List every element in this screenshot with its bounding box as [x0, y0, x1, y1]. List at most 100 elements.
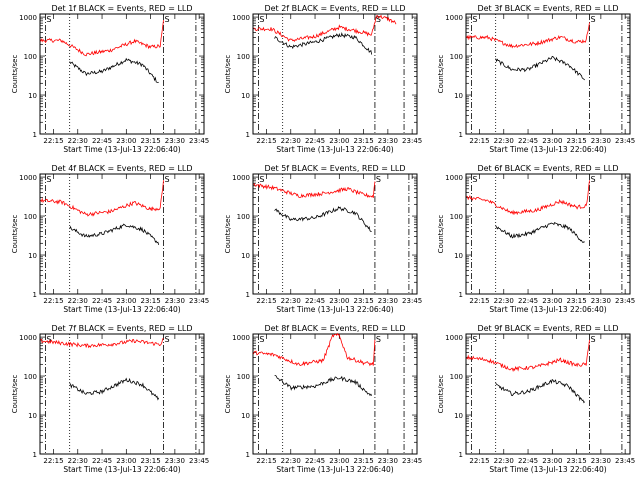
- chart-title: Det 8f BLACK = Events, RED = LLD: [264, 324, 405, 333]
- x-tick-label: 23:15: [566, 137, 586, 145]
- x-tick-label: 22:45: [92, 297, 112, 305]
- events-series-line: [495, 221, 585, 244]
- x-tick-label: 23:30: [165, 297, 185, 305]
- events-series-line: [69, 57, 159, 83]
- x-tick-label: 23:15: [353, 457, 373, 465]
- y-tick-label: 100: [24, 53, 37, 61]
- x-axis-label: Start Time (13-Jul-13 22:06:40): [489, 465, 606, 474]
- plot-frame: [39, 173, 205, 295]
- x-tick-label: 23:45: [615, 457, 635, 465]
- x-tick-label: 23:00: [329, 137, 349, 145]
- x-tick-label: 22:30: [281, 137, 301, 145]
- x-tick-label: 23:15: [353, 137, 373, 145]
- y-tick-label: 1000: [19, 334, 37, 342]
- x-tick-label: 23:30: [378, 297, 398, 305]
- y-axis-label: Counts/sec: [224, 215, 232, 254]
- lld-series-line: [253, 332, 376, 367]
- y-tick-label: 1000: [232, 174, 250, 182]
- y-tick-label: 1000: [19, 174, 37, 182]
- x-tick-label: 22:45: [305, 137, 325, 145]
- y-tick-label: 1: [33, 451, 37, 459]
- x-tick-label: 22:15: [43, 297, 63, 305]
- y-tick-label: 10: [454, 252, 463, 260]
- x-tick-label: 23:00: [542, 137, 562, 145]
- events-series-line: [69, 377, 160, 401]
- x-axis-label: Start Time (13-Jul-13 22:06:40): [276, 145, 393, 154]
- x-tick-label: 22:30: [68, 297, 88, 305]
- x-axis-label: Start Time (13-Jul-13 22:06:40): [489, 145, 606, 154]
- saa-marker: S: [472, 175, 477, 184]
- x-tick-label: 23:00: [116, 297, 136, 305]
- x-tick-label: 22:30: [494, 297, 514, 305]
- y-tick-label: 1000: [445, 14, 463, 22]
- chart-title: Det 1f BLACK = Events, RED = LLD: [51, 4, 192, 13]
- chart-title: Det 9f BLACK = Events, RED = LLD: [477, 324, 618, 333]
- x-tick-label: 22:15: [469, 297, 489, 305]
- x-tick-label: 23:15: [140, 297, 160, 305]
- y-tick-label: 100: [237, 53, 250, 61]
- x-tick-label: 23:15: [140, 137, 160, 145]
- saa-marker: S: [46, 175, 51, 184]
- saa-marker: S: [591, 335, 596, 344]
- x-tick-label: 23:45: [615, 297, 635, 305]
- events-series-line: [495, 378, 586, 404]
- chart-title: Det 3f BLACK = Events, RED = LLD: [477, 4, 618, 13]
- chart-title: Det 2f BLACK = Events, RED = LLD: [264, 4, 405, 13]
- chart-panel-3: Det 3f BLACK = Events, RED = LLD 1 10 100 10…: [437, 4, 635, 154]
- x-tick-label: 22:30: [494, 457, 514, 465]
- y-tick-label: 1000: [445, 334, 463, 342]
- chart-title: Det 7f BLACK = Events, RED = LLD: [51, 324, 192, 333]
- saa-marker: S: [259, 15, 264, 24]
- x-tick-label: 22:45: [518, 137, 538, 145]
- x-tick-label: 23:30: [165, 137, 185, 145]
- x-tick-label: 22:45: [518, 457, 538, 465]
- x-tick-label: 23:45: [402, 297, 422, 305]
- chart-title: Det 6f BLACK = Events, RED = LLD: [477, 164, 618, 173]
- saa-marker: S: [376, 175, 381, 184]
- y-tick-label: 10: [241, 92, 250, 100]
- y-tick-label: 100: [237, 373, 250, 381]
- y-tick-label: 100: [450, 213, 463, 221]
- chart-panel-6: Det 6f BLACK = Events, RED = LLD 1 10 100 10…: [437, 164, 635, 314]
- saa-marker: S: [165, 335, 170, 344]
- x-axis-label: Start Time (13-Jul-13 22:06:40): [63, 305, 180, 314]
- plot-frame: [465, 173, 631, 295]
- x-tick-label: 23:45: [402, 457, 422, 465]
- x-tick-label: 23:45: [189, 457, 209, 465]
- saa-marker: S: [376, 335, 381, 344]
- y-tick-label: 100: [24, 213, 37, 221]
- x-tick-label: 22:45: [305, 297, 325, 305]
- events-series-line: [274, 32, 373, 55]
- lld-series-line: [466, 22, 590, 49]
- chart-title: Det 4f BLACK = Events, RED = LLD: [51, 164, 192, 173]
- x-tick-label: 23:00: [329, 297, 349, 305]
- x-tick-label: 23:00: [542, 457, 562, 465]
- y-tick-label: 1: [33, 131, 37, 139]
- y-tick-label: 1: [246, 131, 250, 139]
- y-tick-label: 1: [246, 451, 250, 459]
- y-tick-label: 10: [241, 412, 250, 420]
- plot-frame: [252, 173, 418, 295]
- events-series-line: [69, 223, 160, 246]
- plot-frame: [252, 333, 418, 455]
- x-tick-label: 23:00: [116, 137, 136, 145]
- x-tick-label: 23:45: [189, 297, 209, 305]
- x-tick-label: 22:15: [43, 457, 63, 465]
- saa-marker: S: [165, 175, 170, 184]
- y-tick-label: 1000: [232, 14, 250, 22]
- saa-marker: S: [591, 15, 596, 24]
- y-tick-label: 10: [454, 412, 463, 420]
- y-tick-label: 100: [24, 373, 37, 381]
- saa-marker: S: [165, 15, 170, 24]
- x-tick-label: 23:00: [329, 457, 349, 465]
- x-tick-label: 23:00: [542, 297, 562, 305]
- y-axis-label: Counts/sec: [11, 215, 19, 254]
- lld-series-line: [40, 337, 164, 349]
- x-tick-label: 22:15: [43, 137, 63, 145]
- saa-marker: S: [472, 15, 477, 24]
- x-axis-label: Start Time (13-Jul-13 22:06:40): [63, 145, 180, 154]
- x-tick-label: 22:15: [469, 457, 489, 465]
- x-tick-label: 22:30: [281, 457, 301, 465]
- y-axis-label: Counts/sec: [437, 215, 445, 254]
